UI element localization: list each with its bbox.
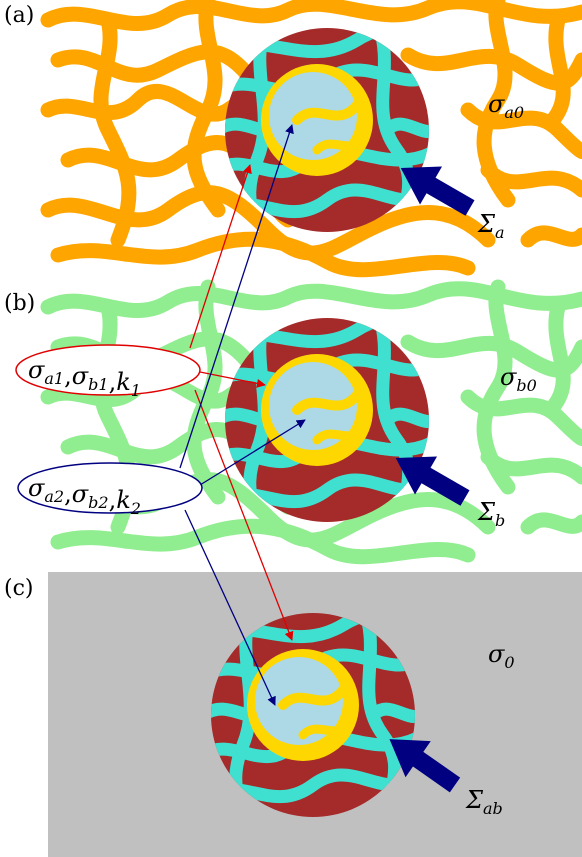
subscript: 2 — [130, 499, 141, 518]
source-label: Σb — [477, 498, 505, 530]
outer-label: σ0 — [488, 640, 515, 672]
panel-label: (a) — [4, 3, 34, 28]
separator: , — [109, 368, 117, 396]
outer-label: σb0 — [500, 363, 537, 395]
outer-label: σa0 — [488, 90, 524, 122]
subscript: a2 — [44, 487, 64, 506]
source-label: Σa — [477, 210, 505, 242]
source-label: Σab — [465, 786, 503, 818]
subscript: ab — [483, 799, 503, 818]
ellipse-label: σa1,σb1,k1 — [28, 356, 141, 400]
subscript: b1 — [88, 375, 108, 394]
subscript: 1 — [131, 381, 141, 400]
ellipse-1 — [15, 344, 201, 396]
symbol: σ — [488, 90, 505, 118]
separator: , — [109, 486, 117, 514]
symbol: Σ — [477, 498, 496, 526]
symbol: k — [116, 486, 131, 514]
symbol: Σ — [477, 210, 496, 238]
panel-label: (b) — [4, 291, 35, 316]
panel-label: (c) — [4, 576, 34, 601]
symbol: k — [116, 368, 131, 396]
separator: , — [64, 480, 72, 508]
subscript: a — [495, 223, 505, 242]
symbol: σ — [72, 480, 89, 508]
symbol: σ — [500, 363, 517, 391]
symbol: σ — [72, 362, 89, 390]
symbol: σ — [28, 474, 45, 502]
subscript: a1 — [44, 369, 64, 388]
ellipse-2 — [17, 462, 203, 514]
subscript: b — [495, 511, 505, 530]
separator: , — [64, 362, 72, 390]
symbol: Σ — [465, 786, 484, 814]
subscript: b0 — [516, 376, 536, 395]
subscript: b2 — [88, 493, 108, 512]
subscript: 0 — [504, 653, 514, 672]
symbol: σ — [28, 356, 45, 384]
connectors — [179, 124, 306, 706]
symbol: σ — [488, 640, 505, 668]
ellipse-label: σa2,σb2,k2 — [28, 474, 141, 518]
subscript: a0 — [504, 103, 524, 122]
